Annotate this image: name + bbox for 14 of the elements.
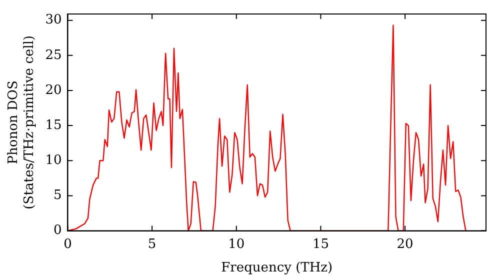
y-tick-label: 20	[45, 82, 62, 98]
x-tick-label: 15	[312, 236, 329, 252]
x-tick-label: 5	[148, 236, 156, 252]
x-axis-title: Frequency (THz)	[221, 260, 333, 276]
y-tick-label: 25	[45, 48, 62, 63]
x-tick-label: 0	[64, 236, 72, 252]
y-tick-label: 0	[53, 223, 62, 238]
y-axis-title: Phonon DOS (States/THz·primitive cell)	[6, 35, 37, 210]
y-tick-label: 10	[45, 153, 62, 168]
x-tick-label: 10	[228, 236, 245, 252]
x-tick-label: 20	[396, 236, 414, 252]
y-tick-label: 5	[53, 188, 62, 204]
y-tick-label: 30	[45, 12, 62, 28]
y-tick-label: 15	[45, 118, 62, 133]
